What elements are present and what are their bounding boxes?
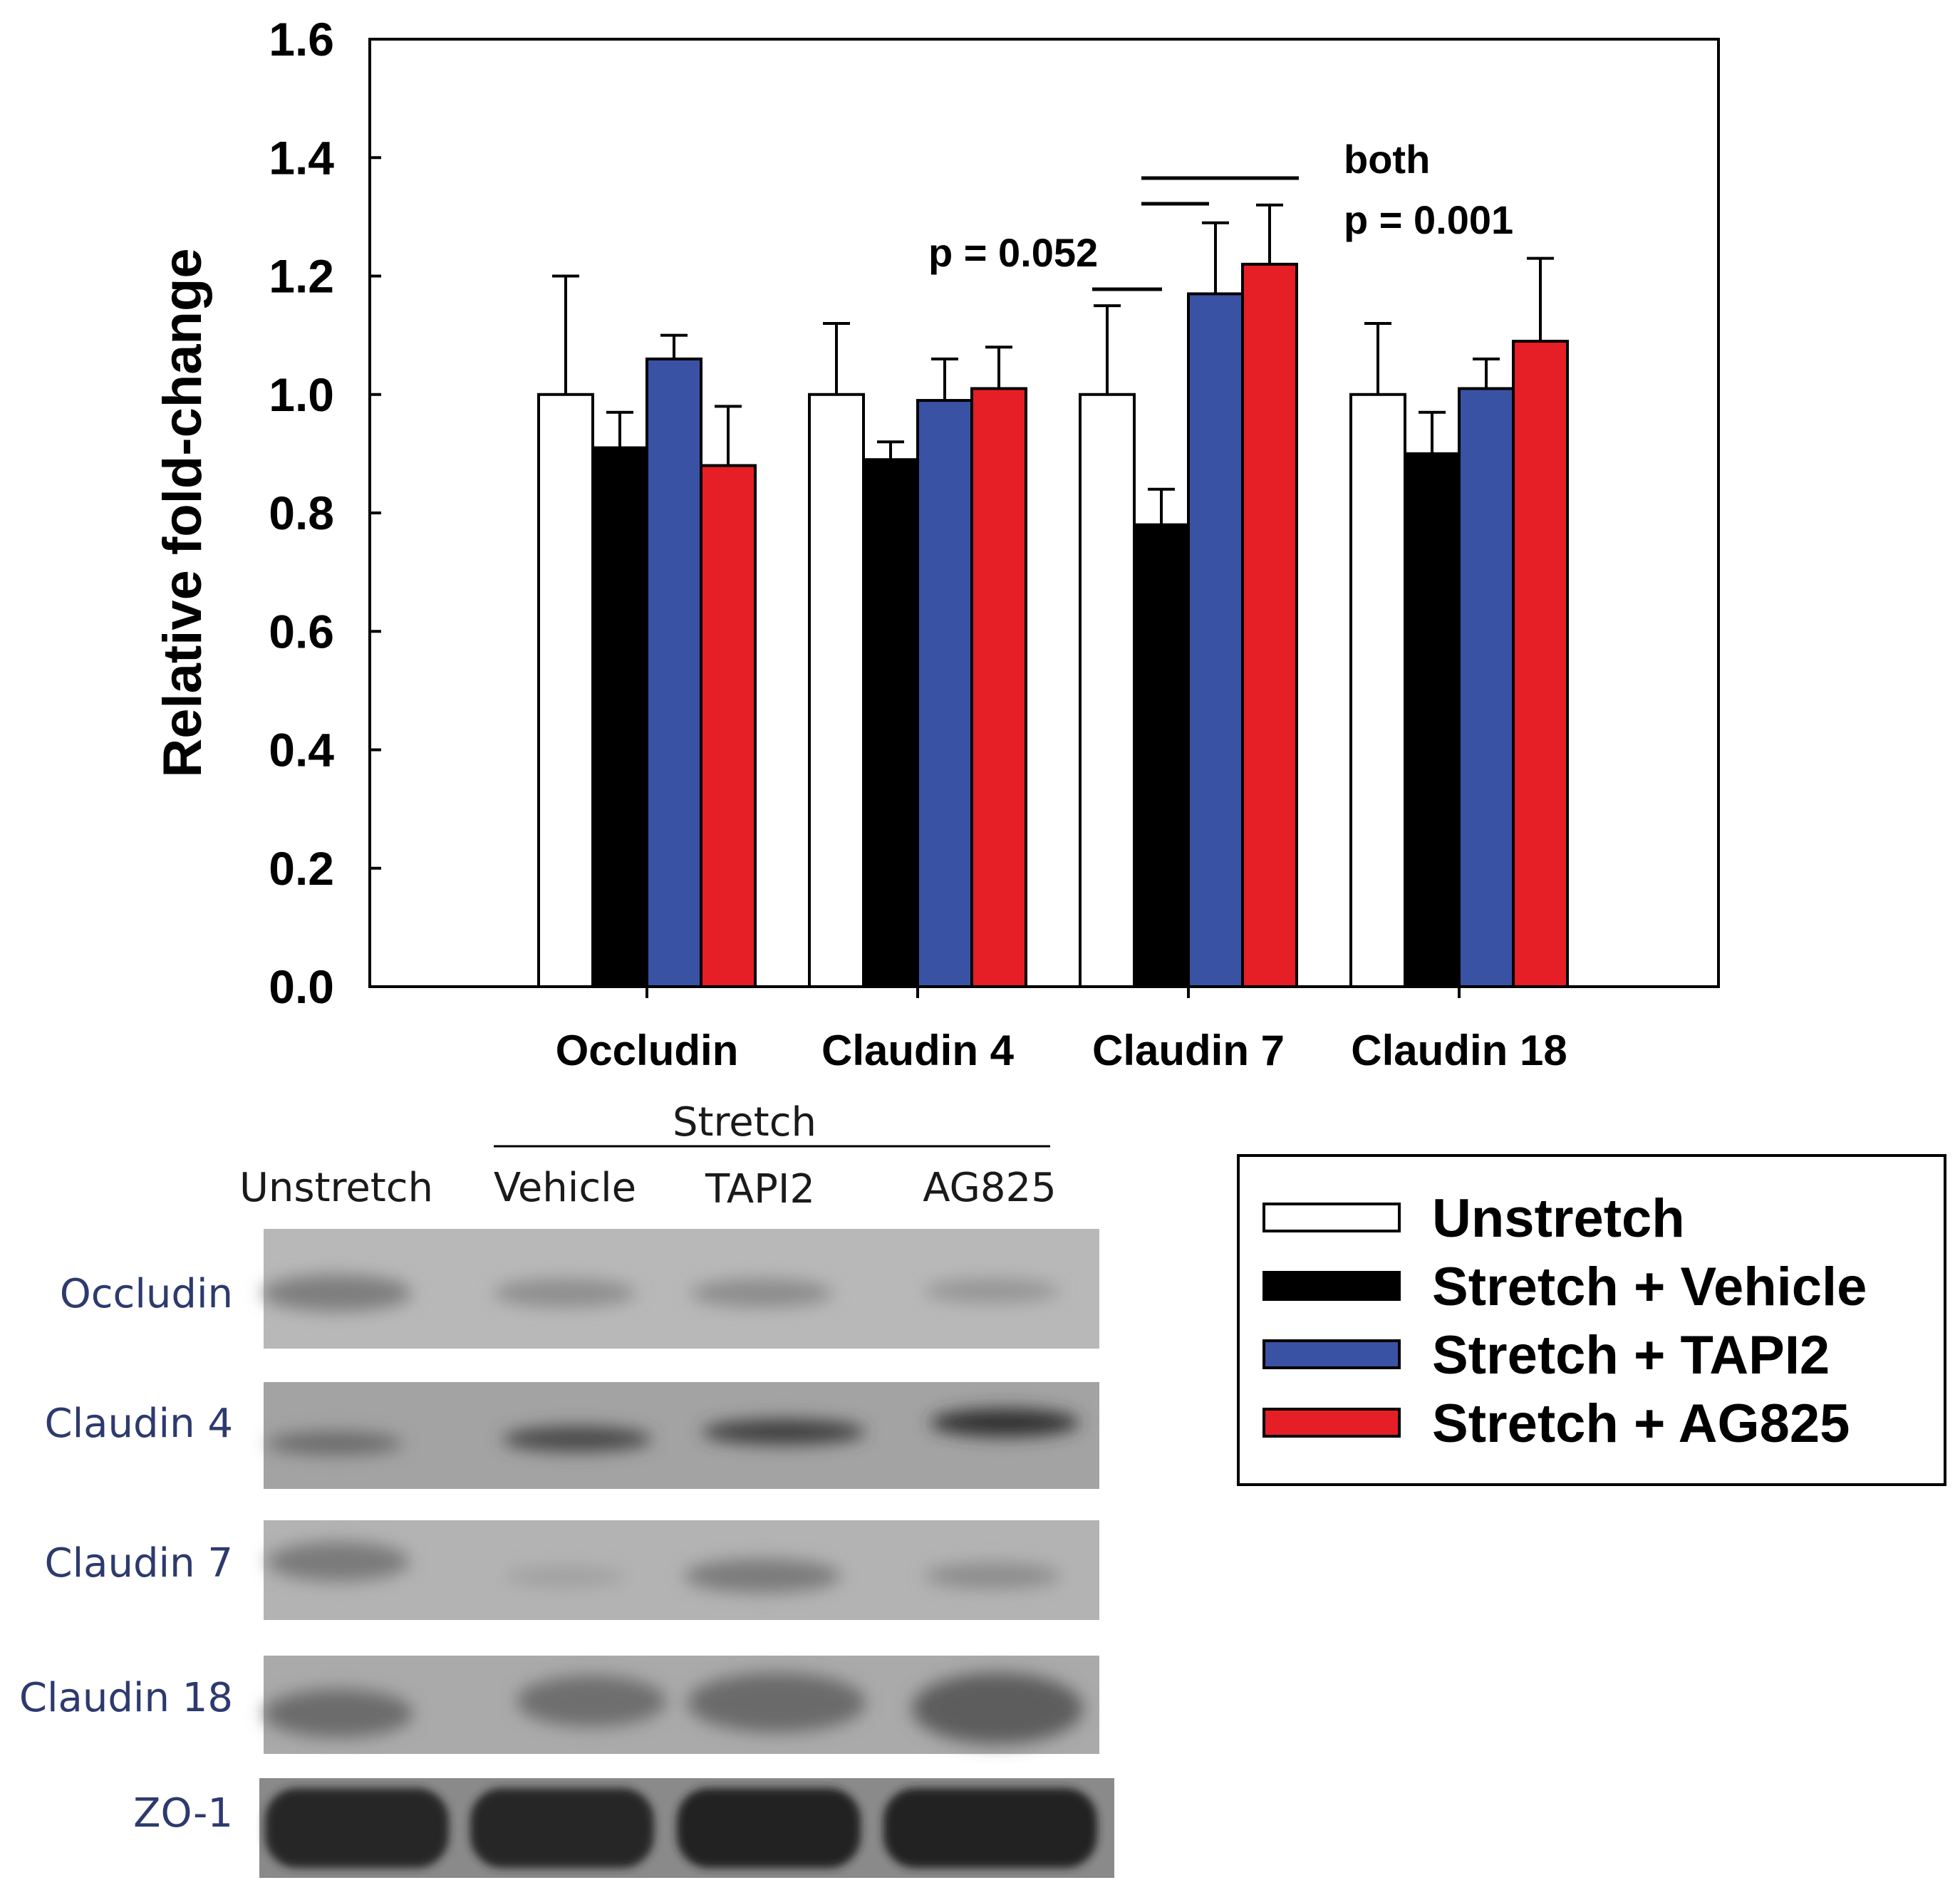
legend: Unstretch Stretch + Vehicle Stretch + TAPI… [1237,1154,1946,1486]
x-category-label: Occludin [556,1027,739,1074]
bar [1079,393,1136,988]
y-tick-label: 0.8 [269,487,334,539]
legend-swatch [1262,1408,1401,1438]
lane-label-tapi2: TAPI2 [705,1166,815,1213]
blot-row-label-claudin18: Claudin 18 [19,1675,233,1721]
y-tick-label: 1.6 [269,13,334,66]
y-axis: 0.0 0.2 0.4 0.6 0.8 1.0 1.2 1.4 1.6 [269,13,381,1013]
blot-strip-claudin4 [264,1382,1099,1489]
significance-annotations: p = 0.052 both p = 0.001 [928,137,1513,291]
bar [970,387,1027,988]
bar [862,458,919,988]
bar [1404,452,1461,988]
y-tick-label: 0.6 [269,605,334,658]
bar [1241,262,1298,988]
bar [1349,393,1406,988]
blot-row-label-occludin: Occludin [60,1271,233,1317]
y-tick-label: 1.4 [269,131,334,184]
y-tick-label: 0.2 [269,842,334,895]
x-axis: Occludin Claudin 4 Claudin 7 Claudin 18 [556,987,1567,1074]
bar [1133,523,1190,988]
stretch-group-label: Stretch [673,1099,816,1146]
x-category-label: Claudin 18 [1351,1027,1567,1074]
both-label: both [1344,137,1430,182]
p-value-052: p = 0.052 [928,230,1098,275]
p-value-001: p = 0.001 [1344,197,1513,242]
legend-label: Unstretch [1432,1188,1685,1249]
bar [1458,387,1515,988]
bar [645,357,702,988]
y-axis-title: Relative fold-change [152,248,213,777]
blot-row-label-claudin7: Claudin 7 [45,1540,234,1587]
legend-swatch [1262,1203,1401,1232]
lane-label-unstretch: Unstretch [239,1165,433,1211]
legend-label: Stretch + TAPI2 [1432,1325,1830,1386]
bar [537,393,594,988]
bar [1512,339,1569,988]
legend-swatch [1262,1271,1401,1301]
x-category-label: Claudin 4 [821,1027,1015,1074]
legend-swatch [1262,1339,1401,1369]
blot-row-label-claudin4: Claudin 4 [45,1401,234,1447]
bar [916,399,973,988]
bar [1187,292,1244,988]
y-tick-label: 1.0 [269,368,334,421]
lane-label-ag825: AG825 [923,1165,1057,1211]
bar [591,446,648,988]
bar-series [537,262,1569,988]
blot-row-label-zo1: ZO-1 [133,1790,233,1837]
western-blot: Stretch Unstretch Vehicle TAPI2 AG825 Oc… [19,1099,1114,1878]
blot-strip-claudin18 [264,1656,1099,1754]
blot-strip-zo1 [259,1778,1114,1878]
blot-strip-claudin7 [264,1520,1099,1620]
lane-label-vehicle: Vehicle [494,1165,636,1211]
blot-strip-occludin [262,1229,1099,1349]
bar-chart: 0.0 0.2 0.4 0.6 0.8 1.0 1.2 1.4 1.6 Occludin Clau… [152,13,1720,1074]
y-tick-label: 1.2 [269,250,334,303]
legend-label: Stretch + Vehicle [1432,1257,1867,1317]
y-tick-label: 0.0 [269,960,334,1013]
legend-label: Stretch + AG825 [1432,1393,1850,1454]
x-category-label: Claudin 7 [1092,1027,1285,1074]
y-tick-label: 0.4 [269,724,334,777]
error-bars [552,203,1554,525]
bar [808,393,865,988]
bar [700,464,757,988]
